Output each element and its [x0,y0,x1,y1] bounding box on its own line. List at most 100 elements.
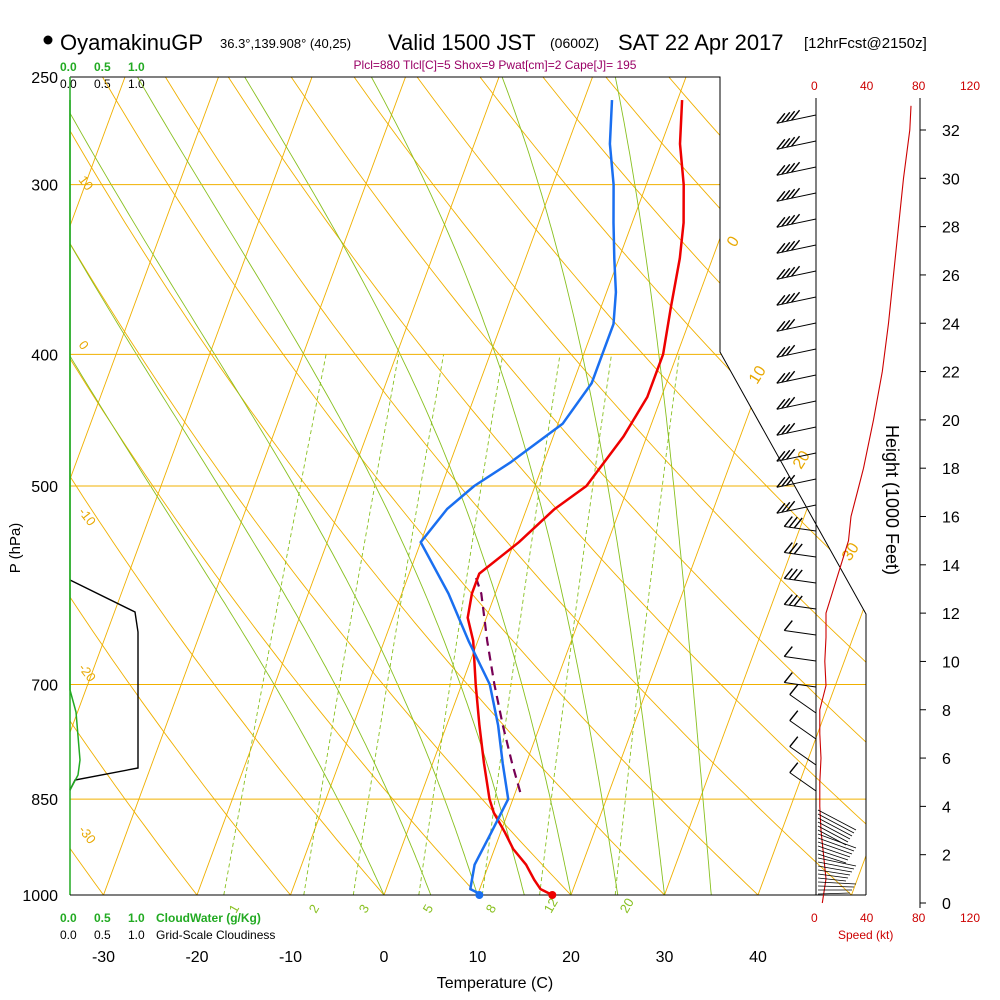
cloudwater-tick: 0.0 [60,911,77,925]
wind-barb [776,396,817,410]
diagram-background [70,77,866,895]
height-tick-label: 6 [942,751,951,768]
dry-adiabat-label: 0 [76,338,92,353]
wind-barb [776,213,817,228]
valid-date: SAT 22 Apr 2017 [618,30,784,55]
speed-tick: 120 [960,911,980,925]
low-level-wind-ray [817,861,855,870]
parcel-line [473,573,522,793]
sounding-series [419,100,912,904]
low-level-wind-ray [817,825,849,843]
dry-adiabat-line [70,77,505,895]
dry-adiabat-label: 10 [76,173,97,194]
isotherm-label: 0 [724,233,743,250]
dry-adiabat-line [70,77,410,895]
wind-barb [789,710,817,740]
mixing-ratio-label: 2 [306,902,323,916]
low-level-wind-ray [817,873,849,879]
wind-barb [776,109,817,124]
cloudiness-tick: 0.0 [60,77,77,91]
dry-adiabat-line [212,77,866,895]
dry-adiabat-line [70,77,126,895]
dry-adiabat-line [70,77,695,895]
dewpoint-line [419,100,618,897]
top-speed-scale: 0 40 80 120 [811,79,980,93]
bottom-cloudiness-scale: 0.0 0.5 1.0 Grid-Scale Cloudiness [60,928,275,942]
station-coords: 36.3°,139.908° (40,25) [220,36,351,51]
wind-barb [789,684,817,714]
mixing-ratio-label: 8 [483,902,500,916]
dry-adiabat-label: -10 [76,505,99,529]
moist-adiabat-line [609,77,712,895]
cloudiness-tick: 0.0 [60,928,77,942]
isotherm-line [757,77,866,895]
dry-adiabat-line [88,77,789,895]
moist-adiabat-line [357,77,619,895]
low-level-wind-ray [817,869,851,876]
temperature-tick-label: -20 [185,949,208,966]
cloudiness-tick: 1.0 [128,928,145,942]
height-tick-label: 32 [942,123,960,140]
surface-dewpoint-dot [475,891,484,899]
wind-barb [776,135,817,150]
low-level-wind-ray [817,821,851,840]
isotherm-line [70,77,135,895]
stability-indices: Plcl=880 Tlcl[C]=5 Shox=9 Pwat[cm]=2 Cap… [354,58,637,72]
isotherm-label: 20 [790,448,814,472]
speed-tick: 80 [912,911,926,925]
valid-time: Valid 1500 JST [388,30,536,55]
low-level-wind-ray [817,845,851,858]
forecast-label: [12hrFcst@2150z] [804,35,927,52]
wind-barb [776,161,817,176]
wind-barbs [776,109,817,792]
mixing-ratio-line [303,354,400,895]
cloudwater-tick: 0.0 [60,60,77,74]
valid-utc: (0600Z) [550,35,599,51]
station-dot-icon [43,35,53,45]
height-tick-label: 30 [942,171,960,188]
pressure-tick-label: 700 [31,678,58,695]
pressure-axis-title: P (hPa) [7,523,24,574]
isotherm-lines [70,77,866,895]
moist-adiabat-lines [70,77,712,895]
pressure-tick-label: 1000 [22,888,58,905]
height-tick-label: 28 [942,220,960,237]
isotherm-line [70,77,228,895]
height-tick-label: 2 [942,848,951,865]
mixing-ratio-line [223,354,327,895]
temperature-line [466,100,685,897]
low-level-wind-ray [817,885,855,888]
dry-adiabat-line [585,77,866,895]
pressure-tick-label: 500 [31,479,58,496]
cloudwater-legend: CloudWater (g/Kg) [156,911,261,925]
dry-adiabat-line [523,77,866,895]
moist-adiabat-line [70,77,385,895]
temperature-tick-label: 0 [380,949,389,966]
isotherm-line [103,77,415,895]
wind-barb [776,344,817,358]
height-tick-label: 16 [942,510,960,527]
temperature-tick-label: 40 [749,949,767,966]
wind-barb [776,318,817,332]
wind-barb [783,646,817,662]
temperature-tick-label: 10 [469,949,487,966]
speed-tick: 0 [811,79,818,93]
isotherm-line [70,77,322,895]
dry-adiabat-lines [70,77,866,895]
cloudiness-tick: 1.0 [128,77,145,91]
height-tick-label: 12 [942,606,960,623]
dry-adiabat-line [70,77,600,895]
height-tick-label: 10 [942,654,960,671]
wind-barb [789,762,817,792]
low-level-wind-ray [817,849,849,861]
low-level-wind-ray [817,857,857,867]
wind-barb [783,542,817,558]
isotherm-line [290,77,602,895]
wind-barb [776,291,817,306]
pressure-tick-label: 850 [31,792,58,809]
top-cloudwater-scale: 0.0 0.5 1.0 [60,60,145,74]
pressure-tick-label: 250 [31,70,58,87]
dry-adiabat-line [336,77,866,895]
dry-adiabat-line [274,77,866,895]
